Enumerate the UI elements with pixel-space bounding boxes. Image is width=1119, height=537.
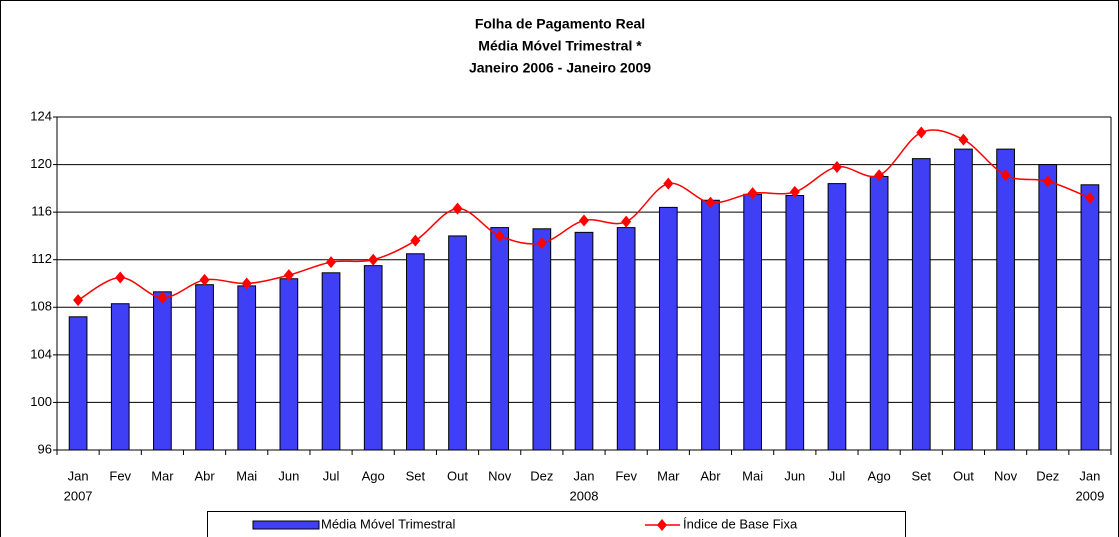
x-tick-label: Dez bbox=[1036, 468, 1059, 483]
bar bbox=[911, 158, 931, 451]
x-tick-label: Jun bbox=[784, 468, 805, 483]
x-tick-label: Mai bbox=[236, 468, 257, 483]
x-tick-label: Ago bbox=[362, 468, 385, 483]
bar bbox=[321, 272, 341, 451]
x-tick-label: Nov bbox=[994, 468, 1018, 483]
line-marker bbox=[831, 160, 842, 173]
line-marker bbox=[579, 214, 589, 227]
bar bbox=[616, 227, 636, 451]
bar bbox=[827, 183, 847, 451]
bar bbox=[68, 316, 88, 451]
bar bbox=[532, 228, 552, 451]
line-marker bbox=[368, 253, 379, 266]
bar bbox=[869, 175, 889, 451]
y-tick-label: 112 bbox=[31, 251, 52, 266]
chart-subtitle: Média Móvel Trimestral * bbox=[478, 38, 642, 54]
y-tick-label: 96 bbox=[38, 441, 52, 456]
x-tick-label: Dez bbox=[530, 468, 553, 483]
legend-label: Índice de Base Fixa bbox=[683, 516, 798, 531]
x-tick-label: Jan bbox=[1079, 468, 1100, 483]
bar bbox=[1080, 184, 1100, 451]
line-marker bbox=[705, 196, 716, 209]
x-group-label: 2007 bbox=[64, 488, 93, 503]
legend-box bbox=[207, 511, 906, 537]
bar bbox=[448, 235, 467, 451]
bar bbox=[1038, 164, 1058, 451]
line-marker bbox=[958, 133, 969, 146]
x-tick-label: Jan bbox=[574, 468, 595, 483]
chart-subtitle: Janeiro 2006 - Janeiro 2009 bbox=[469, 60, 651, 76]
x-tick-label: Jul bbox=[829, 468, 846, 483]
x-group-label: 2009 bbox=[1075, 488, 1104, 503]
bar bbox=[785, 194, 805, 451]
x-group-label: 2008 bbox=[570, 488, 599, 503]
x-tick-label: Out bbox=[447, 468, 468, 483]
line-marker bbox=[1000, 169, 1011, 182]
x-tick-label: Jul bbox=[323, 468, 340, 483]
x-tick-label: Mar bbox=[151, 468, 174, 483]
x-tick-label: Mar bbox=[657, 468, 680, 483]
line-marker bbox=[241, 277, 252, 290]
bar bbox=[743, 193, 762, 451]
line-marker bbox=[410, 234, 421, 247]
line-marker bbox=[326, 256, 337, 269]
bar bbox=[237, 285, 257, 451]
chart-title: Folha de Pagamento Real bbox=[475, 16, 645, 32]
line-marker bbox=[1084, 191, 1095, 204]
y-tick-label: 120 bbox=[30, 156, 52, 171]
x-tick-label: Jan bbox=[68, 468, 89, 483]
legend-label: Média Móvel Trimestral bbox=[321, 516, 455, 531]
line-marker bbox=[789, 185, 800, 198]
line-marker bbox=[73, 294, 84, 307]
line-marker bbox=[1042, 175, 1053, 188]
line-marker bbox=[916, 126, 927, 139]
bar bbox=[195, 284, 214, 451]
x-tick-label: Abr bbox=[700, 468, 721, 483]
x-tick-label: Out bbox=[953, 468, 974, 483]
bar bbox=[701, 199, 720, 451]
legend-swatch bbox=[252, 520, 320, 530]
line-marker bbox=[452, 202, 463, 215]
x-tick-label: Nov bbox=[488, 468, 512, 483]
x-tick-label: Fev bbox=[615, 468, 637, 483]
y-tick-label: 108 bbox=[30, 299, 52, 314]
bar bbox=[153, 291, 172, 451]
line-marker bbox=[283, 269, 294, 282]
x-tick-label: Abr bbox=[194, 468, 215, 483]
bar bbox=[954, 148, 973, 451]
bar bbox=[490, 227, 510, 451]
line-marker bbox=[621, 215, 632, 228]
x-tick-label: Ago bbox=[868, 468, 891, 483]
line-marker bbox=[115, 271, 126, 284]
bar bbox=[279, 278, 299, 451]
y-tick-label: 124 bbox=[30, 108, 52, 123]
bar bbox=[406, 253, 425, 451]
y-tick-label: 116 bbox=[31, 204, 52, 219]
line-marker bbox=[157, 291, 168, 304]
y-tick-label: 104 bbox=[30, 346, 52, 361]
bar bbox=[996, 148, 1015, 451]
legend-marker bbox=[657, 519, 667, 531]
x-tick-label: Set bbox=[912, 468, 932, 483]
line-marker bbox=[494, 229, 505, 242]
x-tick-label: Set bbox=[406, 468, 426, 483]
line-marker bbox=[199, 273, 210, 286]
x-tick-label: Mai bbox=[742, 468, 763, 483]
bar bbox=[110, 303, 130, 451]
line-marker bbox=[874, 169, 885, 182]
line-marker bbox=[663, 177, 674, 190]
y-tick-label: 100 bbox=[30, 394, 52, 409]
bar bbox=[574, 231, 594, 451]
line-marker bbox=[536, 237, 547, 250]
x-tick-label: Fev bbox=[109, 468, 131, 483]
bar bbox=[363, 265, 383, 451]
x-tick-label: Jun bbox=[278, 468, 299, 483]
bar bbox=[658, 206, 678, 451]
line-marker bbox=[747, 187, 758, 200]
